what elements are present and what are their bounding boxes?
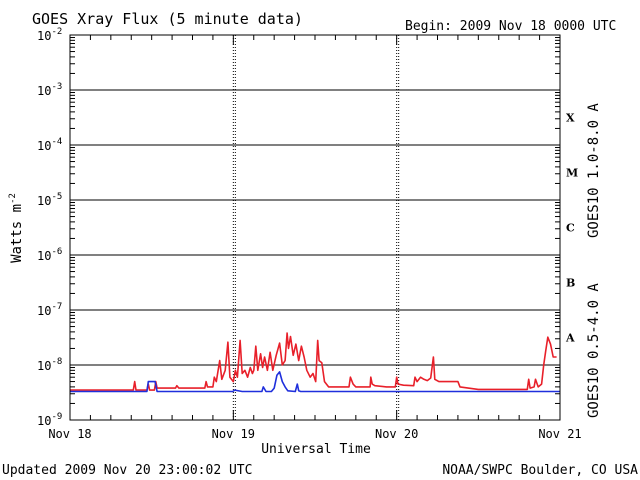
y-axis-label-text: Watts m [9, 204, 25, 263]
y-tick-sup: -3 [51, 82, 62, 92]
y-tick-base: 10 [37, 194, 51, 208]
y-tick-label: 10-7 [37, 302, 62, 318]
y-tick-label: 10-5 [37, 192, 62, 208]
y-tick-label: 10-3 [37, 82, 62, 98]
y-tick-sup: -4 [51, 137, 62, 147]
chart-title: GOES Xray Flux (5 minute data) [32, 10, 303, 28]
y-tick-base: 10 [37, 29, 51, 43]
y-axis-label-sup: -2 [8, 193, 18, 204]
flare-class-label: M [566, 167, 578, 180]
x-tick-label: Nov 19 [212, 427, 255, 441]
y-tick-base: 10 [37, 359, 51, 373]
x-tick-label: Nov 21 [538, 427, 581, 441]
y-tick-label: 10-4 [37, 137, 62, 153]
y-tick-base: 10 [37, 249, 51, 263]
y-tick-base: 10 [37, 304, 51, 318]
x-tick-label: Nov 20 [375, 427, 418, 441]
begin-time: Begin: 2009 Nov 18 0000 UTC [405, 19, 616, 34]
y-tick-label: 10-9 [37, 412, 62, 428]
y-tick-label: 10-2 [37, 27, 62, 43]
plot-series [70, 332, 560, 393]
y-tick-label: 10-6 [37, 247, 62, 263]
x-tick-labels: Nov 18 Nov 19 Nov 20 Nov 21 [48, 427, 581, 441]
y-tick-labels: 10-210-310-410-510-610-710-810-9 [37, 27, 62, 428]
legend-short-channel: GOES10 0.5-4.0 A [586, 283, 602, 418]
x-tick-label: Nov 18 [48, 427, 91, 441]
y-tick-base: 10 [37, 139, 51, 153]
y-tick-sup: -9 [51, 412, 62, 422]
flare-class-labels: X M C B A [565, 112, 578, 345]
y-tick-sup: -6 [51, 247, 62, 257]
legend-long-channel: GOES10 1.0-8.0 A [586, 103, 602, 238]
flare-class-label: B [566, 277, 575, 290]
y-axis-label: Watts m-2 [8, 193, 25, 263]
plot-frame [69, 34, 561, 421]
y-tick-sup: -7 [51, 302, 62, 312]
x-axis-label: Universal Time [261, 442, 371, 457]
y-tick-sup: -5 [51, 192, 62, 202]
plot-grid [70, 34, 560, 421]
flare-class-label: C [566, 222, 575, 235]
y-tick-sup: -8 [51, 357, 62, 367]
updated-timestamp: Updated 2009 Nov 20 23:00:02 UTC [2, 463, 252, 478]
y-tick-sup: -2 [51, 27, 62, 37]
y-tick-base: 10 [37, 84, 51, 98]
series-line-short [70, 371, 560, 393]
flare-class-label: A [565, 332, 575, 345]
credit-text: NOAA/SWPC Boulder, CO USA [442, 463, 638, 478]
flare-class-label: X [566, 112, 575, 125]
y-tick-base: 10 [37, 414, 51, 428]
y-tick-label: 10-8 [37, 357, 62, 373]
series-line-long [70, 332, 557, 391]
